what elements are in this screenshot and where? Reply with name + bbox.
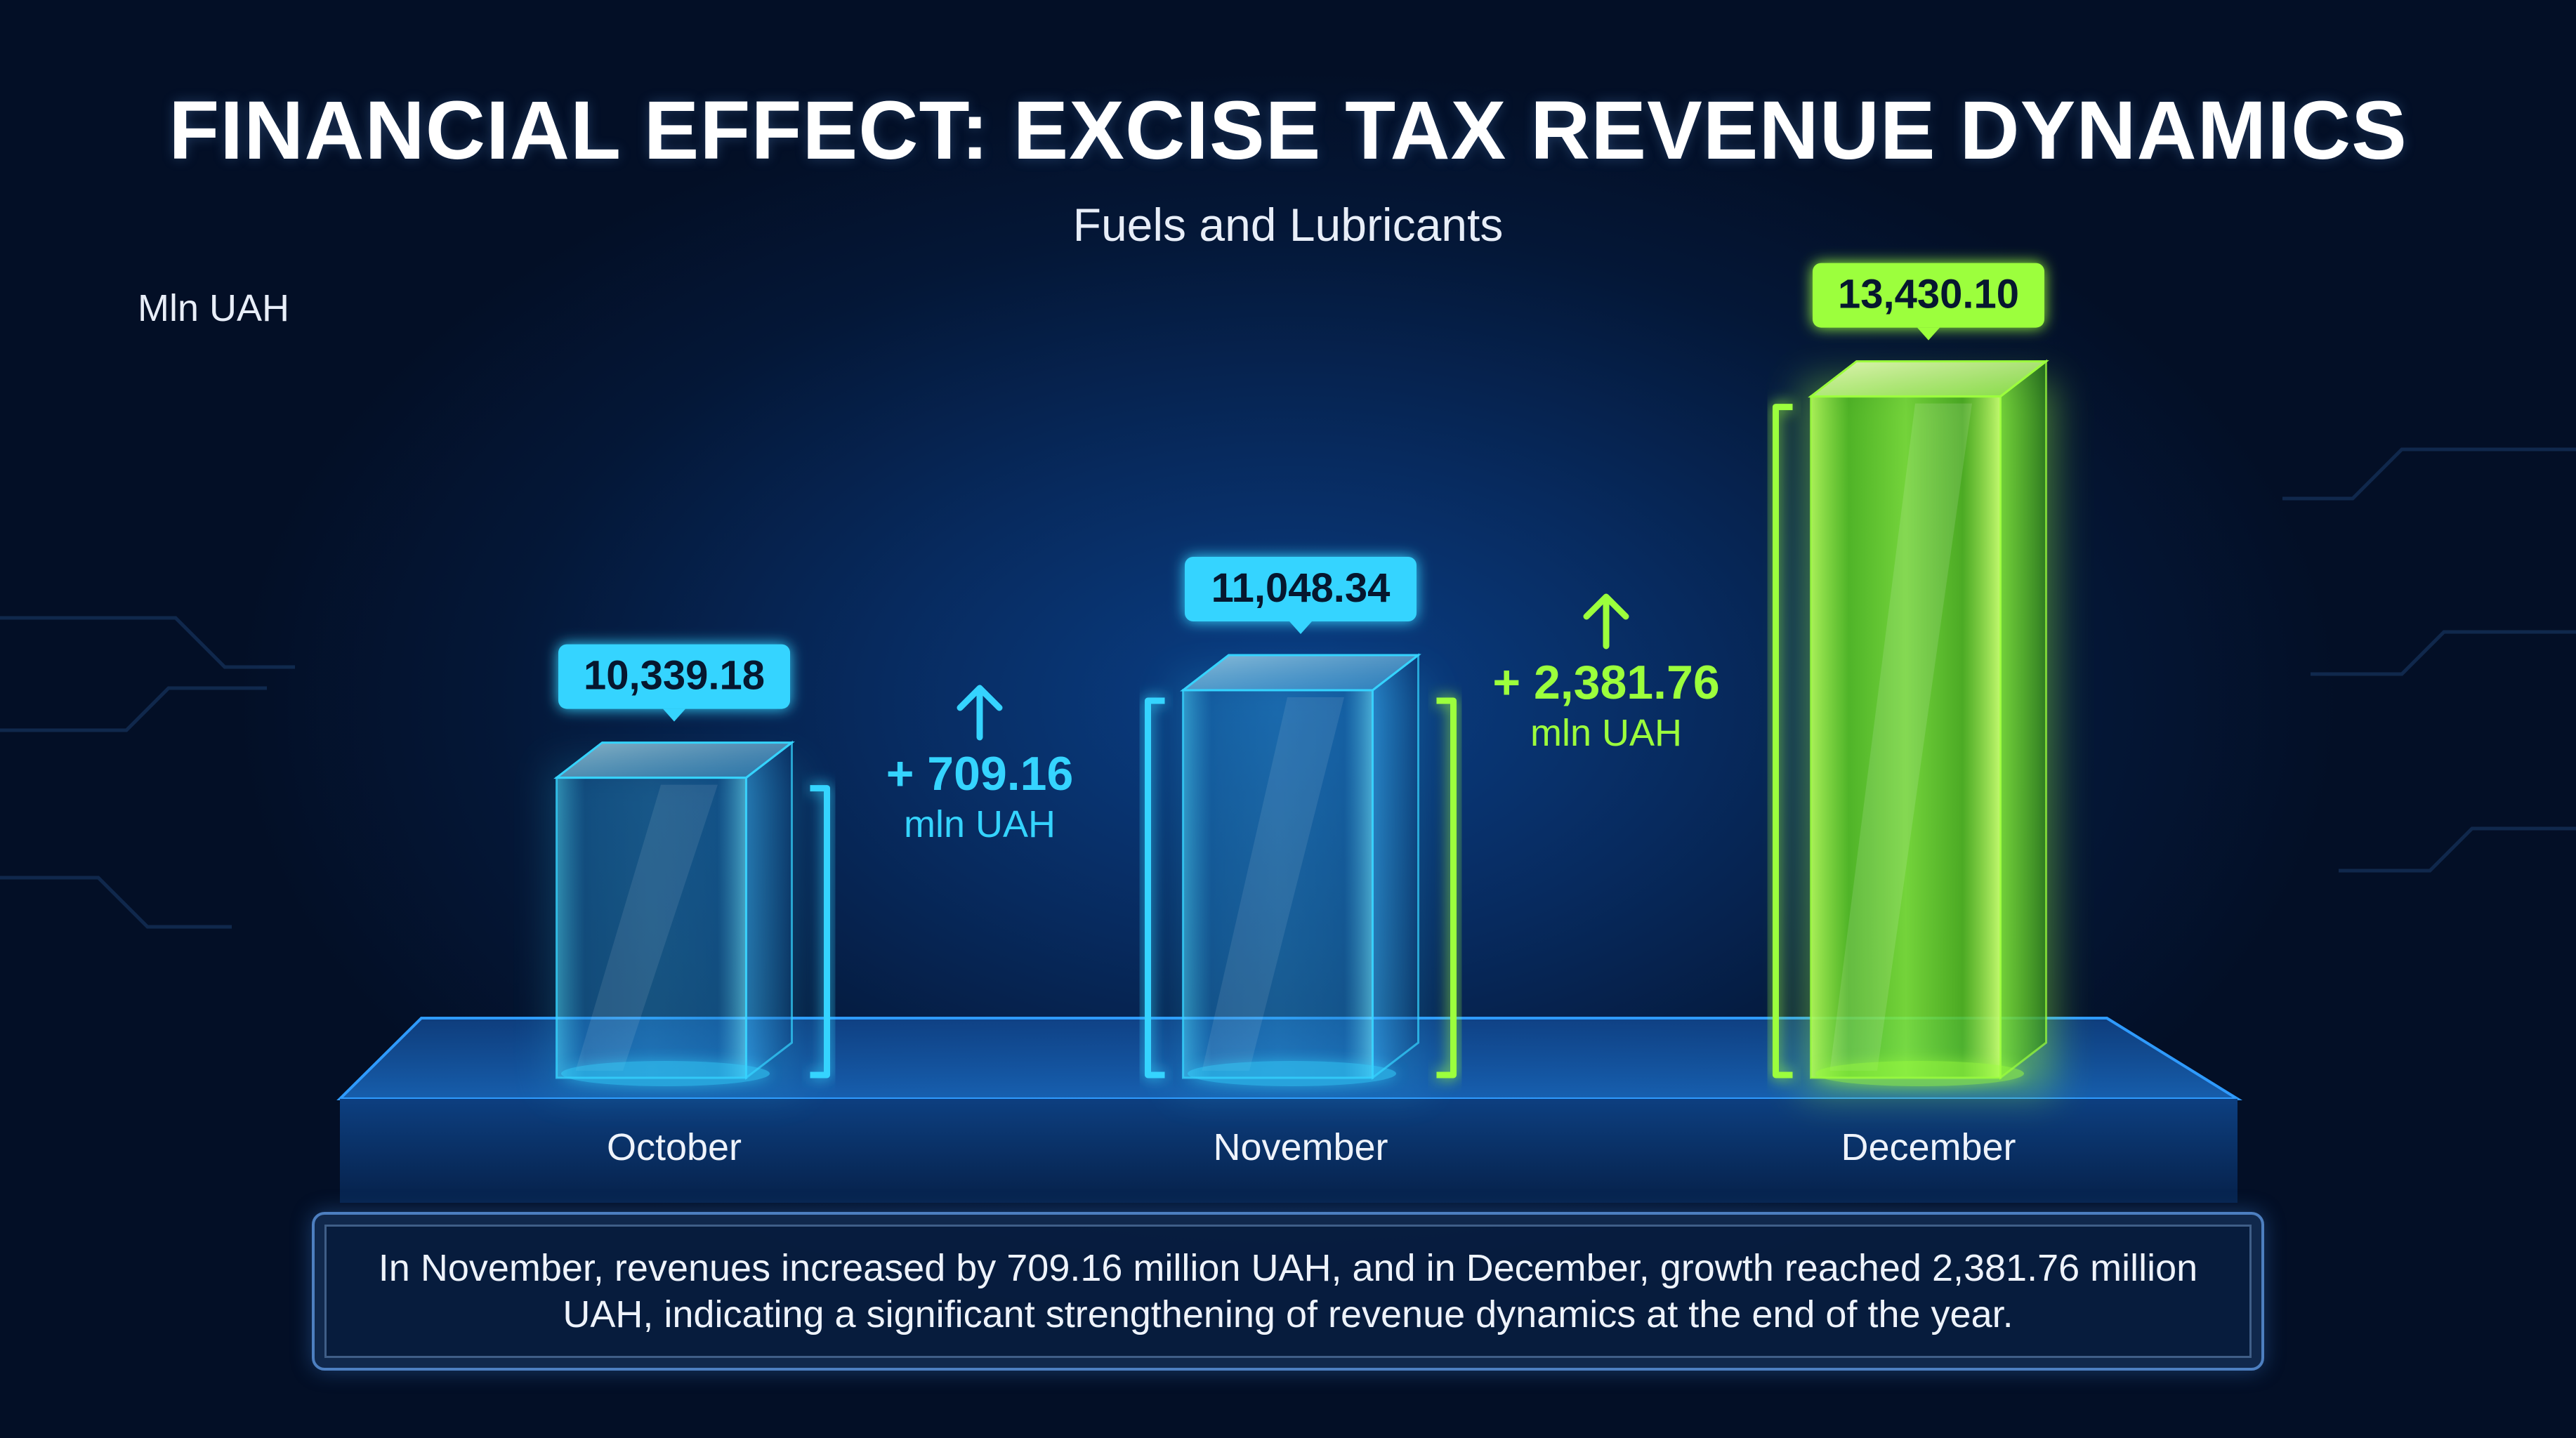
value-label-pointer (663, 708, 685, 722)
value-label-pointer (1289, 621, 1312, 635)
bar-reflection (1202, 697, 1344, 1071)
bar-base-glow (1188, 1061, 1396, 1086)
chart-title: FINANCIAL EFFECT: EXCISE TAX REVENUE DYN… (169, 84, 2407, 177)
growth-value: + 709.16 (886, 747, 1074, 800)
circuit-decoration (0, 447, 2576, 929)
value-label-text: 10,339.18 (584, 653, 765, 699)
x-tick-label-december: December (1841, 1126, 2016, 1168)
bars-layer (549, 359, 2053, 1092)
labels-layer: 10,339.18 11,048.34 13,430.10 (558, 263, 2044, 722)
growth-value: + 2,381.76 (1492, 656, 1719, 709)
bar-october (549, 740, 799, 1092)
summary-text: In November, revenues increased by 709.1… (378, 1247, 2198, 1335)
bar-top-face (1808, 360, 2049, 398)
value-label-pointer (1917, 327, 1940, 341)
bar-side-face (745, 740, 793, 1081)
bar-december (1803, 359, 2053, 1092)
x-axis-ticks: October November December (607, 1126, 2016, 1168)
value-label-text: 11,048.34 (1211, 565, 1391, 611)
bracket-november-left (1145, 697, 1165, 1078)
value-label-bg (558, 644, 790, 709)
bar-base-glow (561, 1061, 770, 1086)
x-tick-label-october: October (607, 1126, 742, 1168)
value-label-text: 13,430.10 (1838, 272, 2019, 317)
bar-side-face (1999, 359, 2047, 1081)
value-label-november: 11,048.34 (1185, 557, 1417, 635)
up-arrow-icon (957, 685, 1003, 741)
bracket-november-right (1436, 697, 1457, 1078)
brackets-layer (810, 404, 1793, 1078)
value-label-december: 13,430.10 (1813, 263, 2044, 341)
bar-top-face (1180, 654, 1421, 692)
bar-side-face (1372, 652, 1419, 1081)
growth-unit: mln UAH (904, 803, 1056, 845)
bar-top-face (553, 741, 795, 779)
bar-reflection (575, 784, 718, 1071)
bar-front-face (556, 777, 747, 1079)
bar-front-face (1182, 689, 1374, 1079)
value-label-bg (1813, 263, 2044, 328)
bracket-december-left (1773, 404, 1793, 1078)
bar-november (1176, 652, 1426, 1092)
bar-base-glow (1815, 1061, 2024, 1086)
value-label-october: 10,339.18 (558, 644, 790, 722)
chart-subtitle: Fuels and Lubricants (1072, 199, 1504, 251)
x-tick-label-november: November (1213, 1126, 1388, 1168)
bar-reflection (1829, 403, 1972, 1071)
y-axis-unit-label: Mln UAH (138, 287, 290, 329)
bracket-october-right (810, 785, 830, 1078)
up-arrow-icon (1583, 593, 1629, 649)
growth-unit: mln UAH (1530, 712, 1682, 754)
summary-box: In November, revenues increased by 709.1… (312, 1212, 2264, 1371)
value-label-bg (1185, 557, 1417, 622)
